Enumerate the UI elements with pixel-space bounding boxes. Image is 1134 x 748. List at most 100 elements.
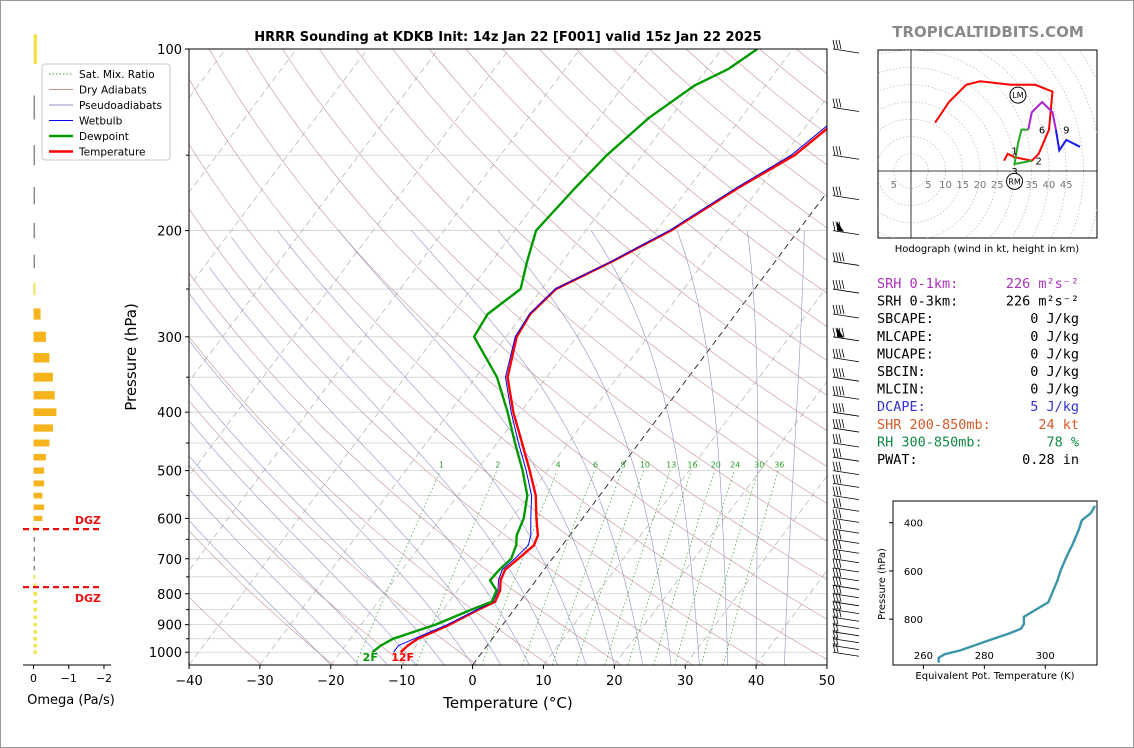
theta-e-y-label: Pressure (hPa) <box>877 548 888 620</box>
storm-motion-marker <box>1006 172 1023 190</box>
x-tick-label: −40 <box>175 674 202 689</box>
omega-bar <box>33 95 36 120</box>
wind-barb-staff <box>832 506 860 512</box>
wind-barb-flag <box>835 39 839 50</box>
wind-barb-staff <box>832 558 860 564</box>
dry-adiabat <box>282 49 827 542</box>
wind-barb-flag <box>838 39 842 50</box>
isotherm-line <box>189 49 652 665</box>
wind-barb-flag <box>835 549 839 559</box>
wind-barb-staff <box>832 427 860 433</box>
theta-e-y-tick-label: 600 <box>904 567 923 578</box>
y-tick-label: 200 <box>157 225 182 240</box>
wind-barb-staff <box>832 576 860 582</box>
mixing-ratio-line <box>604 470 671 665</box>
pseudoadiabat <box>208 267 530 665</box>
y-tick-label: 800 <box>157 588 182 603</box>
wind-barb-staff <box>832 645 860 650</box>
isotherm-line <box>401 97 827 665</box>
legend-label: Wetbulb <box>79 116 123 128</box>
x-tick-label: 50 <box>819 674 836 689</box>
pseudoadiabat <box>189 519 332 665</box>
hodograph-height-label: 9 <box>1063 126 1069 137</box>
wind-barb-flag <box>832 186 836 196</box>
omega-bar <box>33 650 38 654</box>
wind-barb-flag <box>832 146 836 156</box>
wind-barb-flag <box>832 498 836 508</box>
wind-barb-flag <box>838 567 842 577</box>
wind-barb-staff <box>832 601 860 607</box>
pseudoadiabat <box>189 488 360 665</box>
index-value: 226 m²s⁻² <box>1006 276 1079 292</box>
wind-barb-flag <box>832 509 836 519</box>
wind-barb-staff <box>832 336 860 342</box>
wind-barb-flag <box>832 592 836 602</box>
dgz-label: DGZ <box>75 514 101 527</box>
theta-e-x-tick-label: 280 <box>975 651 994 662</box>
hodograph-ring-label: 45 <box>1060 180 1073 191</box>
omega-bar <box>33 467 45 474</box>
pseudoadiabat <box>497 230 672 665</box>
mixing-ratio-label: 36 <box>774 461 784 470</box>
wind-barb-flag <box>835 600 839 610</box>
wind-barb-staff <box>832 230 860 235</box>
wind-barb-flag <box>838 461 842 471</box>
wind-barb-flag <box>832 567 836 577</box>
omega-bar <box>33 492 43 499</box>
wind-barb-flag <box>832 530 836 540</box>
mixing-ratio-label: 2 <box>495 461 500 470</box>
omega-tick-label: −1 <box>61 672 77 685</box>
wind-barb-flag <box>835 252 839 262</box>
omega-tick-label: 0 <box>30 672 37 685</box>
wind-barb-staff <box>832 538 860 544</box>
hodograph-height-label: 1 <box>1011 146 1017 157</box>
index-label: DCAPE: <box>877 399 926 415</box>
wind-barb-flag <box>832 474 836 484</box>
mixing-ratio-line <box>575 470 645 665</box>
dgz-label: DGZ <box>75 592 101 605</box>
index-value: 0 J/kg <box>1030 329 1079 345</box>
storm-motion-label: LM <box>1012 91 1023 100</box>
wind-barb-flag <box>838 558 842 569</box>
wind-barb-flag <box>841 252 845 262</box>
mixing-ratio-line <box>522 470 595 665</box>
wind-barb-staff <box>832 585 860 590</box>
omega-bar <box>33 607 38 612</box>
wind-barb-staff <box>832 616 860 622</box>
dry-adiabat <box>189 143 765 665</box>
wind-barb-flag <box>832 540 836 550</box>
wind-barb-flag <box>838 252 842 262</box>
omega-bar <box>33 643 38 648</box>
omega-bar <box>33 591 38 596</box>
index-value: 0 J/kg <box>1030 364 1079 380</box>
index-label: RH 300-850mb: <box>877 434 983 450</box>
wind-barb-flag <box>835 486 839 496</box>
dry-adiabat <box>355 49 827 468</box>
index-value: 24 kt <box>1038 417 1079 433</box>
dry-adiabat <box>189 596 262 665</box>
wind-barb-staff <box>832 442 860 448</box>
wind-barb-staff <box>832 593 860 599</box>
hodograph-height-label: 6 <box>1039 126 1045 137</box>
legend: Sat. Mix. Ratio Dry Adiabats Pseudoadiabat… <box>41 63 171 161</box>
mixing-ratio-line <box>415 470 498 665</box>
wind-barb-flag <box>838 348 842 358</box>
wind-barb-flag <box>838 386 842 396</box>
isotherm-line <box>189 49 439 383</box>
wind-barb-staff <box>832 651 860 657</box>
wind-barb-staff <box>832 567 860 573</box>
legend-label: Temperature <box>78 147 146 159</box>
pseudoadiabat <box>189 339 473 665</box>
wind-barb-flag <box>838 520 842 530</box>
y-tick-label: 600 <box>157 512 182 527</box>
mixing-ratio-label: 16 <box>687 461 697 470</box>
wind-barb-flag <box>841 279 845 290</box>
dry-adiabat <box>189 78 827 660</box>
dry-adiabat <box>502 49 827 327</box>
wind-barb-flag <box>832 368 836 378</box>
wind-barb-flag <box>838 403 842 413</box>
wind-barb-flag <box>838 98 842 108</box>
wind-barb-flag <box>835 448 839 458</box>
theta-e-frame <box>892 500 1098 666</box>
hodograph-inner: 55101520253035404512369LMRM <box>878 50 1097 238</box>
